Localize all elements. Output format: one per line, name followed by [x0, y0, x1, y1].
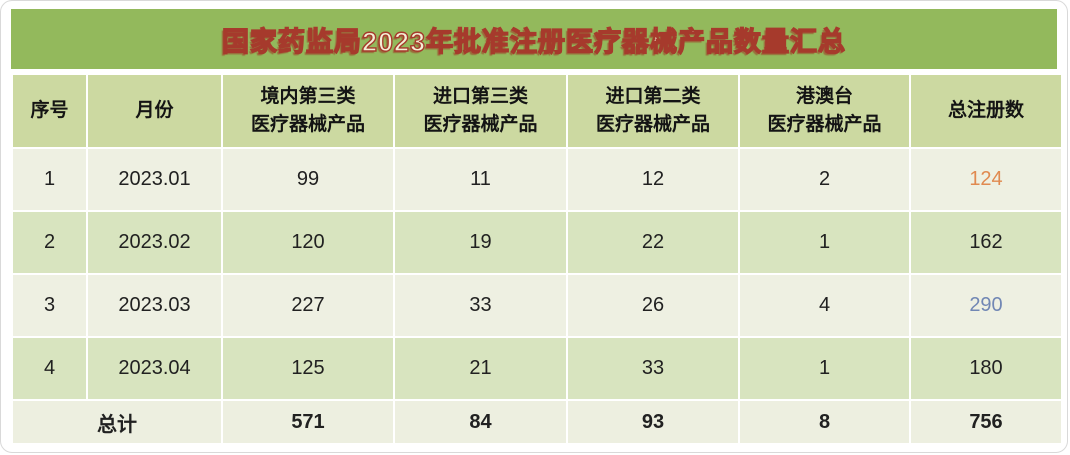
column-header-total: 总注册数 [909, 73, 1063, 149]
hmt-cell: 4 [738, 273, 911, 338]
month-cell: 2023.04 [86, 336, 223, 401]
total-cell: 180 [909, 336, 1063, 401]
header-line: 月份 [135, 99, 174, 121]
header-line: 医疗器械产品 [595, 114, 710, 135]
column-header-index: 序号 [11, 73, 88, 149]
import-class2-cell: 33 [566, 336, 740, 401]
header-line: 进口第二类 [605, 85, 701, 107]
table-row: 4 2023.04 125 21 33 1 180 [11, 336, 1063, 401]
column-header-import-class3: 进口第三类医疗器械产品 [393, 73, 568, 149]
registration-summary-table: 序号 月份 境内第三类医疗器械产品 进口第三类医疗器械产品 进口第二类医疗器械产… [11, 73, 1063, 445]
month-cell: 2023.01 [86, 147, 223, 212]
summary-label-cell: 总计 [11, 399, 223, 445]
import-class2-cell: 12 [566, 147, 740, 212]
column-header-import-class2: 进口第二类医疗器械产品 [566, 73, 740, 149]
header-line: 序号 [30, 99, 69, 121]
month-cell: 2023.03 [86, 273, 223, 338]
index-cell: 3 [11, 273, 88, 338]
summary-row: 总计 571 84 93 8 756 [11, 399, 1063, 445]
import-class3-cell: 19 [393, 210, 568, 275]
header-line: 医疗器械产品 [423, 114, 538, 135]
import-class3-cell: 33 [393, 273, 568, 338]
hmt-cell: 2 [738, 147, 911, 212]
total-cell: 124 [909, 147, 1063, 212]
import-class2-cell: 22 [566, 210, 740, 275]
table-title-bar: 国家药监局2023年批准注册医疗器械产品数量汇总 [11, 9, 1057, 69]
column-header-month: 月份 [86, 73, 223, 149]
summary-hmt-cell: 8 [738, 399, 911, 445]
summary-total-cell: 756 [909, 399, 1063, 445]
column-header-domestic-class3: 境内第三类医疗器械产品 [221, 73, 395, 149]
table-row: 2 2023.02 120 19 22 1 162 [11, 210, 1063, 275]
header-row: 序号 月份 境内第三类医疗器械产品 进口第三类医疗器械产品 进口第二类医疗器械产… [11, 73, 1063, 149]
domestic-class3-cell: 120 [221, 210, 395, 275]
summary-domestic-class3-cell: 571 [221, 399, 395, 445]
hmt-cell: 1 [738, 336, 911, 401]
import-class2-cell: 26 [566, 273, 740, 338]
column-header-hmt: 港澳台 医疗器械产品 [738, 73, 911, 149]
header-line: 港澳台 [795, 85, 853, 107]
header-line: 医疗器械产品 [250, 114, 365, 135]
index-cell: 1 [11, 147, 88, 212]
table-title: 国家药监局2023年批准注册医疗器械产品数量汇总 [221, 26, 847, 57]
header-line: 进口第三类 [432, 85, 528, 107]
header-line: 总注册数 [947, 99, 1024, 121]
total-cell: 290 [909, 273, 1063, 338]
month-cell: 2023.02 [86, 210, 223, 275]
summary-import-class3-cell: 84 [393, 399, 568, 445]
domestic-class3-cell: 99 [221, 147, 395, 212]
index-cell: 2 [11, 210, 88, 275]
total-cell: 162 [909, 210, 1063, 275]
hmt-cell: 1 [738, 210, 911, 275]
import-class3-cell: 21 [393, 336, 568, 401]
summary-import-class2-cell: 93 [566, 399, 740, 445]
import-class3-cell: 11 [393, 147, 568, 212]
header-line: 医疗器械产品 [767, 114, 882, 135]
domestic-class3-cell: 227 [221, 273, 395, 338]
header-line: 境内第三类 [260, 85, 356, 107]
table-row: 1 2023.01 99 11 12 2 124 [11, 147, 1063, 212]
table-row: 3 2023.03 227 33 26 4 290 [11, 273, 1063, 338]
domestic-class3-cell: 125 [221, 336, 395, 401]
index-cell: 4 [11, 336, 88, 401]
